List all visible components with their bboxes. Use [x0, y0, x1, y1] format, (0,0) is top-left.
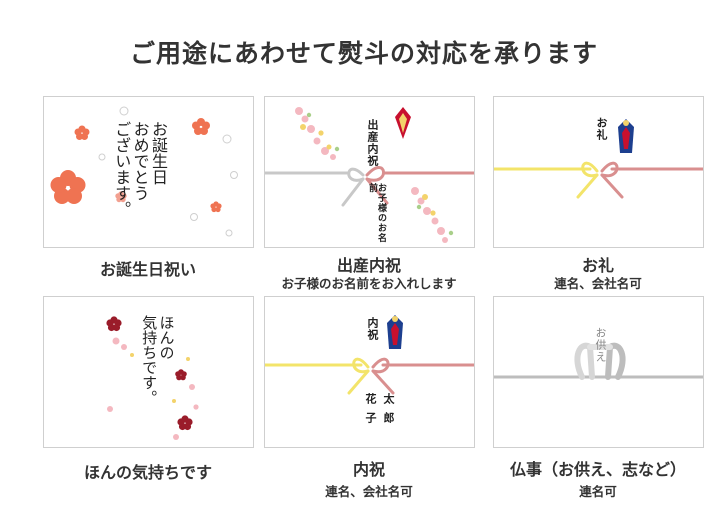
card-birth-return-gift[interactable]: 出産内祝 お子様のお名前	[264, 96, 475, 248]
omote-gaki: 内祝	[366, 317, 379, 341]
card-sublabel: 連名、会社名可	[325, 484, 413, 499]
token-message: ほんの 気持ちです。	[140, 315, 176, 405]
mizuhiki-bow-icon	[265, 166, 474, 207]
card-sublabel: 連名可	[579, 484, 617, 499]
noshi-ornament-icon	[618, 119, 634, 153]
card-return-gift[interactable]: 内祝 花子 太郎	[264, 296, 475, 448]
mizuhiki-bow-icon	[494, 161, 703, 199]
card-small-token[interactable]: ほんの 気持ちです。	[43, 296, 254, 448]
mizuhiki-bow-icon	[265, 357, 474, 395]
mizuhiki-bow-icon	[494, 342, 703, 380]
card-label: お礼	[581, 256, 614, 275]
card-buddhist[interactable]: お供え	[493, 296, 704, 448]
card-label: 内祝	[352, 460, 385, 479]
birthday-message: お誕生日 おめでとう ございます。	[112, 121, 168, 217]
plum-blossom-icon	[106, 316, 199, 440]
name-hanako: 花子	[364, 393, 377, 431]
child-name: お子様のお名前	[367, 183, 386, 243]
card-thanks[interactable]: お礼	[493, 96, 704, 248]
card-sublabel: 連名、会社名可	[554, 276, 642, 291]
card-label: 仏事（お供え、志など）	[509, 460, 686, 479]
plum-blossom-icon	[295, 107, 454, 243]
card-sublabel: お子様のお名前をお入れします	[281, 276, 457, 291]
omote-gaki: 出産内祝	[366, 119, 379, 167]
omote-gaki: お礼	[595, 117, 608, 141]
noshi-ornament-icon	[387, 315, 403, 349]
noshi-ornament-icon	[395, 107, 411, 139]
card-label: ほんの気持ちです	[83, 463, 212, 482]
page-title: ご用途にあわせて熨斗の対応を承ります	[129, 39, 598, 68]
card-label: 出産内祝	[336, 256, 401, 275]
name-taro: 太郎	[382, 393, 395, 431]
card-label: お誕生日祝い	[99, 260, 196, 279]
plum-blossom-icon	[50, 106, 238, 237]
omote-gaki: お供え	[594, 327, 607, 363]
card-birthday[interactable]: お誕生日 おめでとう ございます。	[43, 96, 254, 248]
